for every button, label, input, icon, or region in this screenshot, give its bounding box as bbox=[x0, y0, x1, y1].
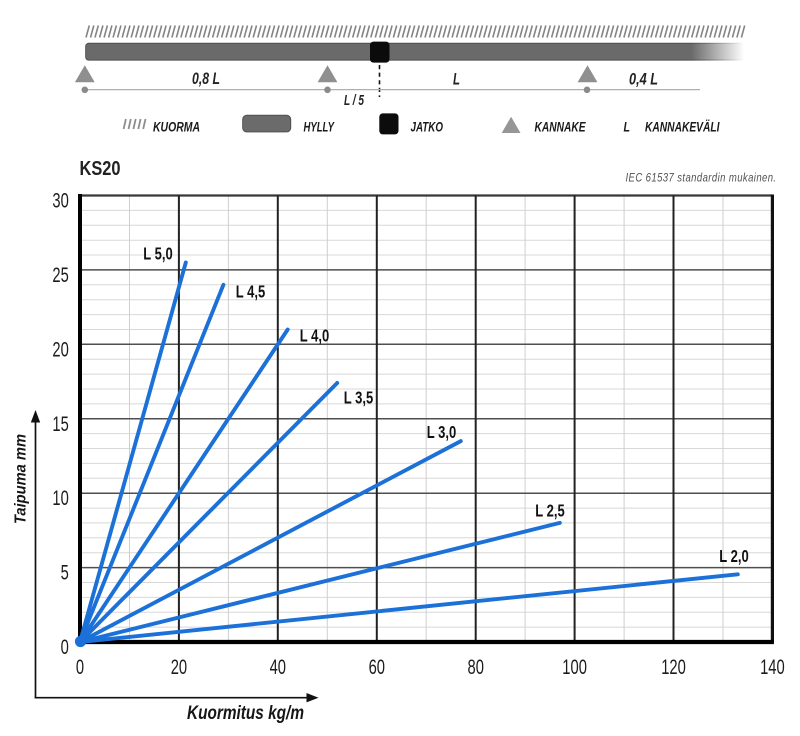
svg-text:140: 140 bbox=[760, 656, 785, 679]
svg-text:100: 100 bbox=[562, 656, 587, 679]
svg-text:KANNAKEVÄLI: KANNAKEVÄLI bbox=[645, 120, 720, 135]
svg-text:60: 60 bbox=[369, 656, 385, 679]
svg-text:KUORMA: KUORMA bbox=[153, 120, 200, 135]
svg-text:KS20: KS20 bbox=[80, 157, 121, 180]
svg-text:L 3,0: L 3,0 bbox=[427, 422, 457, 442]
svg-text:20: 20 bbox=[171, 656, 187, 679]
svg-text:L / 5: L / 5 bbox=[344, 93, 365, 109]
svg-text:80: 80 bbox=[468, 656, 484, 679]
svg-text:15: 15 bbox=[52, 413, 68, 436]
svg-text:120: 120 bbox=[661, 656, 686, 679]
svg-text:25: 25 bbox=[52, 264, 68, 287]
svg-text:40: 40 bbox=[270, 656, 286, 679]
svg-text:0: 0 bbox=[76, 656, 84, 679]
svg-text:0,4 L: 0,4 L bbox=[629, 71, 658, 89]
svg-text:L 4,5: L 4,5 bbox=[236, 282, 266, 302]
svg-text:L 4,0: L 4,0 bbox=[300, 326, 330, 346]
svg-text:0,8 L: 0,8 L bbox=[192, 70, 220, 88]
svg-text:L 2,5: L 2,5 bbox=[535, 501, 565, 521]
svg-text:IEC 61537 standardin mukainen.: IEC 61537 standardin mukainen. bbox=[626, 172, 777, 185]
svg-text:10: 10 bbox=[52, 487, 68, 510]
svg-text:L 5,0: L 5,0 bbox=[143, 244, 173, 264]
svg-text:KANNAKE: KANNAKE bbox=[535, 120, 587, 135]
svg-text:L 2,0: L 2,0 bbox=[719, 546, 749, 566]
svg-text:5: 5 bbox=[61, 562, 69, 585]
svg-text:L 3,5: L 3,5 bbox=[344, 388, 374, 408]
svg-text:HYLLY: HYLLY bbox=[304, 120, 336, 135]
svg-text:Kuormitus kg/m: Kuormitus kg/m bbox=[187, 703, 304, 724]
svg-text:0: 0 bbox=[61, 636, 69, 659]
svg-text:30: 30 bbox=[52, 190, 68, 213]
svg-text:JATKO: JATKO bbox=[411, 120, 444, 135]
svg-text:Taipuma mm: Taipuma mm bbox=[13, 434, 30, 524]
svg-text:L: L bbox=[453, 71, 460, 89]
svg-text:20: 20 bbox=[52, 338, 68, 361]
svg-text:L: L bbox=[624, 120, 631, 135]
